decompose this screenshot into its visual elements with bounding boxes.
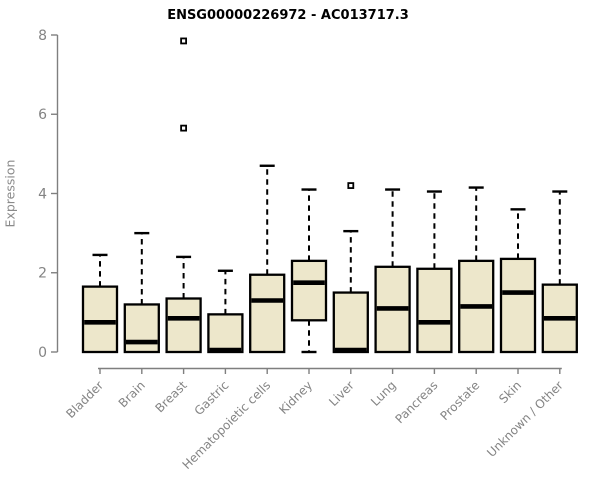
box-iqr [332, 291, 369, 354]
box-group-brain [123, 231, 160, 354]
box-iqr [416, 267, 453, 354]
box-group-kidney [290, 188, 328, 354]
x-tick-label-brain: Brain [116, 378, 148, 410]
x-tick-label-breast: Breast [153, 378, 190, 415]
outlier-marker [180, 37, 188, 45]
box-iqr [290, 259, 328, 322]
y-tick-label: 6 [38, 107, 47, 123]
box-iqr [499, 257, 537, 354]
x-tick-label-pancreas: Pancreas [392, 378, 440, 426]
box-group-prostate [458, 186, 495, 354]
box-iqr [123, 303, 160, 354]
box-group-liver [332, 182, 369, 354]
x-tick-label-unknown-other: Unknown / Other [484, 378, 566, 460]
box-iqr [81, 285, 119, 354]
box-group-lung [374, 188, 411, 354]
x-tick-label-bladder: Bladder [63, 378, 106, 421]
box-group-skin [499, 208, 537, 354]
y-tick-label: 8 [38, 28, 47, 44]
x-tick-label-lung: Lung [368, 378, 399, 409]
y-tick-label: 4 [38, 186, 47, 202]
x-tick-label-liver: Liver [326, 378, 357, 409]
x-tick-label-skin: Skin [496, 378, 524, 406]
box-group-pancreas [416, 190, 453, 354]
x-tick-label-gastric: Gastric [192, 378, 232, 418]
outlier-marker [347, 182, 355, 189]
chart-title: ENSG00000226972 - AC013717.3 [167, 8, 409, 23]
box-iqr [207, 313, 244, 354]
box-iqr [249, 273, 286, 354]
box-group-unknown-other [541, 190, 578, 354]
box-group-hematopoietic-cells [249, 164, 286, 354]
box-iqr [165, 297, 202, 354]
outlier-marker [180, 124, 188, 132]
y-tick-label: 0 [38, 345, 47, 361]
box-group-bladder [81, 253, 119, 354]
x-tick-label-prostate: Prostate [437, 378, 482, 423]
y-tick-label: 2 [38, 266, 47, 282]
box-group-breast [165, 37, 202, 354]
x-tick-label-kidney: Kidney [276, 378, 315, 417]
box-group-gastric [207, 269, 244, 354]
